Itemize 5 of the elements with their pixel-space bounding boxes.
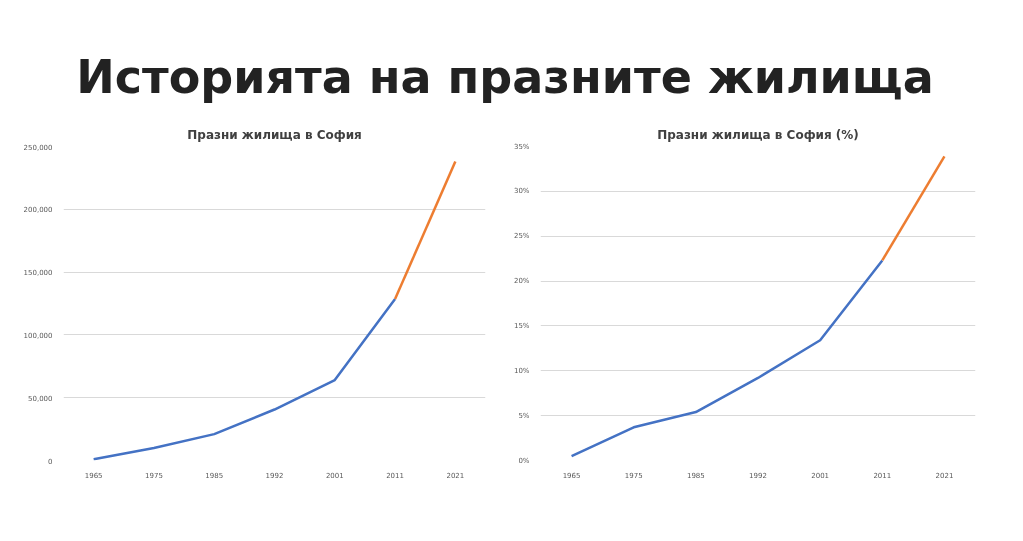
line-series (92, 297, 397, 461)
line-series (570, 259, 884, 458)
chart-subtitle: Празни жилища в София (187, 127, 362, 142)
chart-title: Празни жилища в София (%) (657, 127, 859, 142)
chart-title: Историята на празните жилища (76, 49, 934, 106)
